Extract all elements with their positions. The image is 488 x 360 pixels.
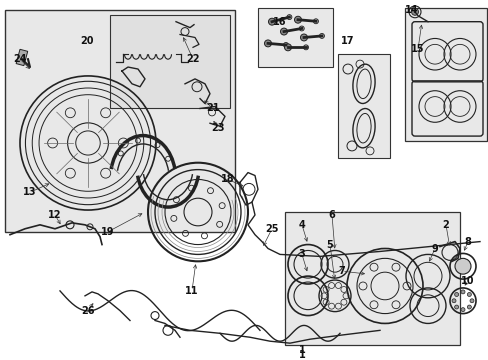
Text: 2: 2	[442, 220, 448, 230]
Circle shape	[299, 26, 304, 31]
Text: 1: 1	[298, 345, 305, 355]
Circle shape	[454, 305, 458, 309]
Circle shape	[286, 15, 291, 19]
Text: 7: 7	[338, 266, 345, 276]
Text: 8: 8	[464, 237, 470, 247]
Text: 6: 6	[328, 210, 335, 220]
Circle shape	[460, 290, 464, 294]
Text: 3: 3	[298, 249, 305, 260]
Text: 14: 14	[405, 5, 418, 15]
Text: 10: 10	[460, 276, 474, 286]
Circle shape	[283, 42, 288, 48]
Circle shape	[454, 293, 458, 297]
Text: 23: 23	[211, 123, 224, 133]
Circle shape	[313, 19, 318, 24]
Text: 9: 9	[431, 243, 437, 253]
Text: 22: 22	[186, 54, 199, 64]
Circle shape	[303, 45, 308, 50]
Bar	[285, 212, 459, 345]
Circle shape	[284, 44, 291, 51]
Circle shape	[411, 8, 418, 15]
Text: 12: 12	[48, 210, 61, 220]
Text: 16: 16	[273, 17, 286, 27]
Bar	[16, 49, 28, 66]
Bar	[110, 15, 229, 108]
Circle shape	[454, 258, 470, 274]
Circle shape	[264, 40, 271, 47]
Circle shape	[451, 299, 455, 303]
Text: 11: 11	[185, 286, 198, 296]
Circle shape	[300, 34, 307, 41]
Text: 19: 19	[101, 227, 115, 237]
Circle shape	[294, 16, 301, 23]
Circle shape	[268, 18, 275, 25]
Text: 25: 25	[264, 224, 278, 234]
Text: 1: 1	[298, 350, 305, 360]
Circle shape	[319, 33, 324, 39]
Text: 4: 4	[298, 220, 305, 230]
Bar	[404, 8, 486, 141]
Text: 26: 26	[81, 306, 95, 316]
Text: 5: 5	[326, 239, 333, 249]
Text: 15: 15	[410, 44, 424, 54]
Text: 17: 17	[341, 36, 354, 46]
Bar	[5, 10, 235, 232]
Bar	[337, 54, 389, 158]
Circle shape	[467, 305, 470, 309]
Text: 21: 21	[206, 103, 219, 113]
Text: 20: 20	[80, 36, 94, 46]
Circle shape	[467, 293, 470, 297]
Circle shape	[460, 308, 464, 312]
Circle shape	[469, 299, 473, 303]
Circle shape	[280, 28, 287, 35]
Text: 13: 13	[23, 187, 37, 197]
Bar	[258, 8, 332, 67]
Text: 24: 24	[13, 54, 27, 64]
Text: 18: 18	[221, 175, 234, 184]
